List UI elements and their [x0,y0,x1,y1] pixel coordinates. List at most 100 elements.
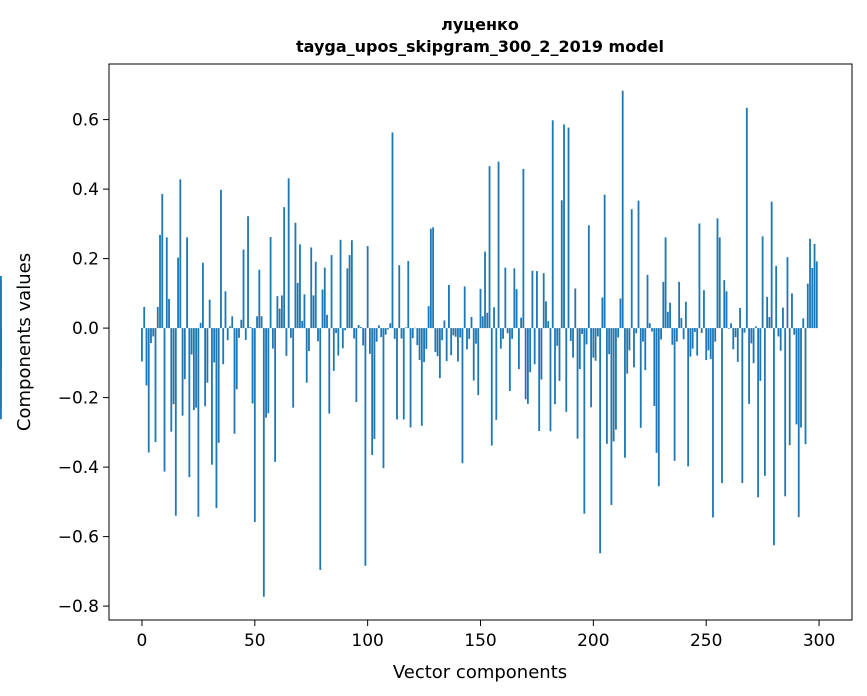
bar [782,307,784,329]
bar [700,328,703,333]
bar [757,328,760,498]
bar [691,328,694,349]
bar [393,328,396,339]
bar [220,189,222,329]
bar [646,274,649,329]
bar [759,328,762,381]
bar [224,291,227,329]
bar [556,328,559,346]
bar [341,328,344,349]
bar [348,255,351,329]
bar [779,328,782,351]
bar [407,261,410,329]
bar [378,325,380,329]
bar [682,328,685,340]
bar [551,120,554,329]
bar [418,328,421,361]
x-tick-label: 0 [137,631,148,651]
x-axis-ticks: 0 50 100 150 200 250 300 [137,620,835,651]
bar [177,257,179,329]
bar [432,227,435,329]
bar [319,328,322,570]
bar [585,328,588,345]
bar [578,328,581,370]
bar [520,317,523,329]
bar [547,321,550,329]
bar [754,326,757,329]
bar [572,328,574,358]
y-tick-label: −0.6 [58,528,99,548]
bar [242,249,245,329]
bar [150,328,152,344]
bar [161,193,164,329]
bar [208,299,211,329]
bar [380,328,383,338]
x-tick-label: 100 [351,631,383,651]
bar [217,328,220,443]
bar [204,328,207,407]
bar [621,90,624,329]
bar [596,328,599,337]
y-tick-label: 0.6 [72,111,99,131]
bar [727,328,730,329]
bar [734,328,737,338]
bar [339,239,342,329]
bar [630,209,633,329]
bar [761,236,764,329]
bar [262,328,265,597]
bar [531,270,534,329]
bar [382,328,385,469]
bar [409,328,412,428]
bar [732,328,735,350]
y-axis-ticks: −0.8 −0.6 −0.4 −0.2 0.0 0.2 0.4 0.6 [58,111,109,617]
bar [558,328,561,381]
x-tick-label: 150 [464,631,496,651]
bar [635,328,638,334]
bar [709,328,712,360]
bar [784,328,787,497]
bar [389,323,392,329]
bar [718,237,721,329]
bar [479,288,482,329]
bar [565,328,568,412]
bar [662,281,665,329]
bar [174,328,177,516]
bar [675,328,678,342]
bar [414,327,416,329]
bar [545,301,547,329]
chart-title: луценко [441,15,519,34]
bar [375,328,378,342]
bar [454,328,457,337]
bar [707,328,710,351]
bar [215,328,218,509]
bar [777,328,780,337]
bar [648,323,651,329]
bar [660,328,662,340]
bar [587,225,590,329]
bar [305,328,308,383]
bar [152,328,155,337]
bar [502,328,504,339]
bar [517,328,520,370]
bar [181,328,184,416]
bar [750,328,753,344]
bar [371,328,374,455]
bar [533,328,536,365]
bar [639,328,642,428]
bar [310,247,313,329]
bar [199,322,202,329]
bar [391,132,394,329]
bar [186,237,188,329]
bar [768,316,771,329]
bar [540,328,543,380]
bar [253,328,256,523]
bar [434,328,437,353]
bar [280,295,283,329]
bar [168,298,170,329]
bar [567,127,570,329]
bar [612,328,615,442]
bar [285,328,288,356]
bar [165,237,168,329]
bar [689,328,692,357]
bar [141,328,143,362]
